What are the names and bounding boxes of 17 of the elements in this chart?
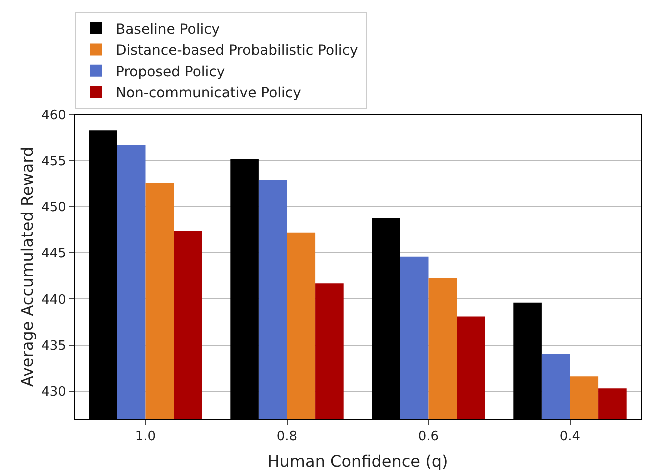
x-tick-label: 0.6: [418, 430, 440, 445]
x-axis-title: Human Confidence (q): [268, 452, 448, 471]
y-tick-label: 450: [42, 200, 66, 216]
y-tick-label: 455: [42, 154, 66, 170]
legend-label: Non-communicative Policy: [116, 86, 302, 102]
legend-label: Proposed Policy: [116, 64, 226, 80]
y-tick-label: 440: [42, 292, 66, 308]
y-axis-title: Average Accumulated Reward: [18, 146, 37, 388]
y-tick-label: 430: [42, 384, 66, 400]
legend-label: Baseline Policy: [116, 22, 220, 38]
y-tick-label: 435: [42, 338, 66, 354]
x-tick-label: 0.4: [560, 430, 581, 445]
y-tick-label: 460: [42, 108, 66, 124]
legend-label: Distance-based Probabilistic Policy: [116, 43, 358, 60]
x-tick-label: 0.8: [276, 430, 298, 445]
x-tick-label: 1.0: [135, 430, 156, 445]
y-tick-label: 445: [42, 246, 66, 262]
